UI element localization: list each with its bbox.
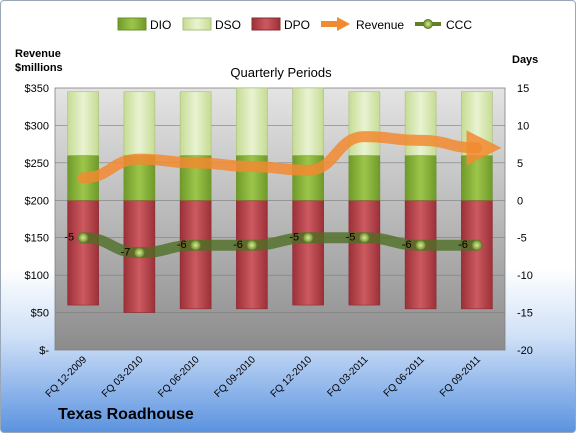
bar-dio (461, 155, 493, 201)
company-name: Texas Roadhouse (58, 406, 194, 423)
right-tick-label: -5 (517, 233, 527, 245)
category-label: FQ 03-2010 (100, 354, 146, 400)
bar-dio (404, 155, 437, 201)
ccc-point (246, 239, 258, 251)
bar-dso (348, 91, 381, 156)
ccc-data-label: -7 (121, 247, 131, 259)
bar-dso (236, 87, 268, 156)
bar-dio (348, 155, 381, 201)
bar-dso (67, 91, 99, 156)
left-axis-label-line1: Revenue (15, 48, 61, 60)
ccc-data-label: -6 (402, 239, 412, 251)
category-label: FQ 06-2010 (156, 354, 202, 400)
left-tick-label: $- (39, 345, 49, 357)
legend-item-dso: DSO (182, 17, 241, 32)
right-tick-label: 0 (517, 195, 523, 207)
bar-dpo (348, 199, 381, 306)
left-tick-label: $300 (25, 120, 49, 132)
right-tick-label: 15 (517, 83, 529, 95)
bar-dpo (236, 199, 268, 310)
right-tick-label: -10 (517, 270, 533, 282)
category-label: FQ 06-2011 (382, 354, 427, 399)
bar-dso (179, 91, 212, 156)
ccc-point (471, 239, 483, 251)
left-axis-label-line2: $millions (15, 62, 63, 74)
right-tick-label: 5 (517, 158, 523, 170)
category-label: FQ 09-2011 (438, 354, 483, 399)
bar-dso (123, 91, 156, 156)
bar-dso (292, 87, 324, 156)
ccc-data-label: -5 (289, 232, 299, 244)
right-axis-label: Days (512, 54, 538, 66)
ccc-data-label: -6 (458, 239, 468, 251)
bar-dpo (404, 199, 437, 310)
ccc-point (77, 232, 89, 244)
legend: DIO DSO DPO Revenue CCC (117, 17, 472, 32)
bar-dpo (292, 199, 324, 306)
legend-label-dpo: DPO (284, 18, 310, 32)
bar-dpo (179, 199, 212, 310)
right-tick-label: 10 (517, 120, 529, 132)
bar-dio (292, 155, 324, 201)
left-tick-label: $50 (31, 308, 49, 320)
left-tick-label: $150 (25, 233, 49, 245)
category-label: FQ 12-2010 (269, 354, 315, 400)
category-label: FQ 12-2009 (44, 354, 90, 400)
ccc-point (358, 232, 370, 244)
ccc-point (302, 232, 314, 244)
ccc-point (133, 247, 145, 259)
legend-item-revenue: Revenue (321, 17, 404, 32)
right-tick-label: -15 (517, 308, 533, 320)
category-label: FQ 03-2011 (326, 354, 371, 399)
revenue-series (77, 130, 502, 184)
bar-dpo (461, 199, 493, 310)
plot-area (54, 87, 506, 351)
legend-label-dso: DSO (215, 18, 241, 32)
x-axis: FQ 12-2009 FQ 03-2010 FQ 06-2010 FQ 09-2010… (44, 354, 484, 400)
ccc-data-label: -6 (177, 239, 187, 251)
ccc-data-label: -5 (346, 232, 356, 244)
legend-label-revenue: Revenue (356, 18, 404, 32)
ccc-data-label: -6 (233, 239, 243, 251)
legend-label-dio: DIO (150, 18, 171, 32)
legend-item-dio: DIO (117, 17, 171, 32)
legend-label-ccc: CCC (446, 18, 472, 32)
left-tick-label: $350 (25, 83, 49, 95)
ccc-series: -5 -7 -6 -6 -5 -5 -6 -6 (64, 232, 483, 259)
chart-title: Quarterly Periods (230, 65, 332, 80)
left-tick-label: $250 (25, 158, 49, 170)
ccc-point (415, 239, 427, 251)
ccc-data-label: -5 (64, 232, 74, 244)
legend-item-ccc: CCC (415, 18, 472, 32)
revenue-line (77, 130, 502, 184)
left-axis: $- $50 $100 $150 $200 $250 $300 $350 (25, 83, 50, 357)
left-tick-label: $200 (25, 195, 49, 207)
right-axis: -20 -15 -10 -5 0 5 10 15 (517, 83, 533, 357)
left-tick-label: $100 (25, 270, 49, 282)
right-tick-label: -20 (517, 345, 533, 357)
legend-item-dpo: DPO (251, 17, 310, 32)
category-label: FQ 09-2010 (212, 354, 258, 400)
bar-dpo (67, 199, 99, 306)
ccc-point (190, 239, 202, 251)
